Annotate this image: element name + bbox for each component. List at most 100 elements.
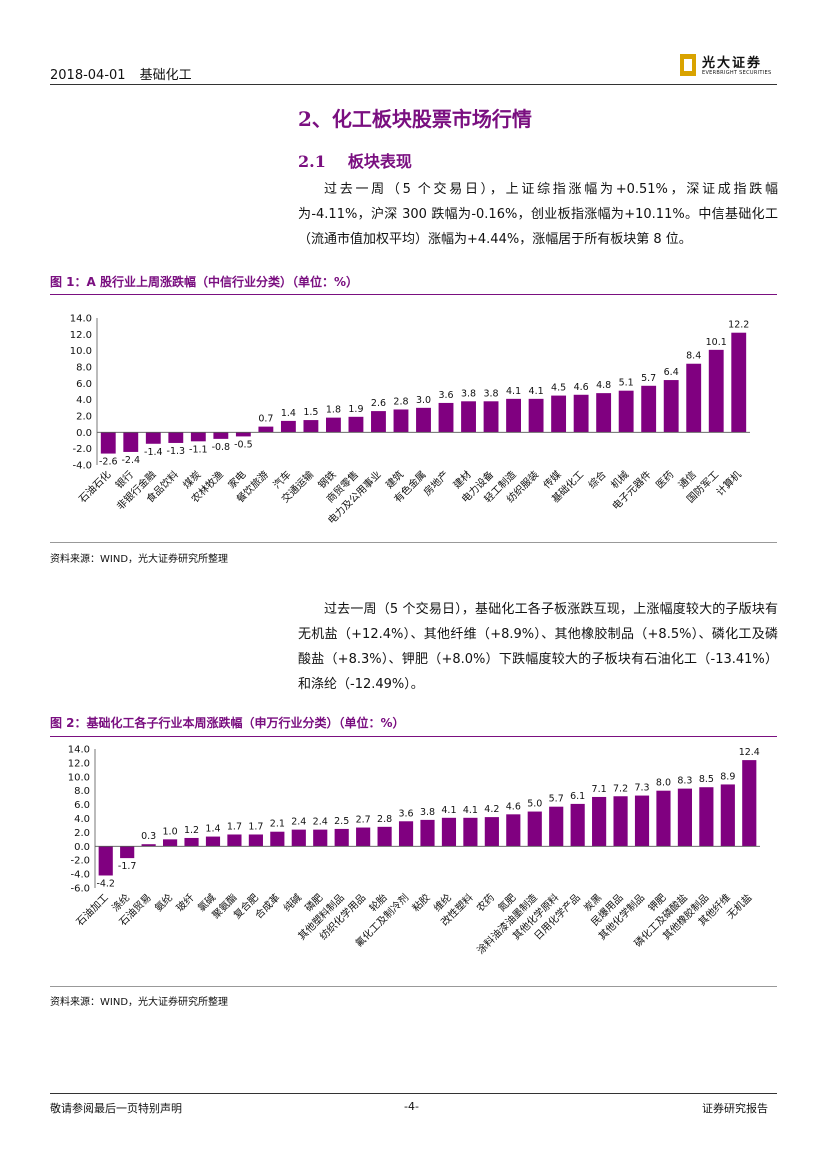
y-tick-label: -4.0	[72, 461, 92, 472]
category-label: 无机盐	[724, 891, 754, 921]
figure-1-title: 图 1：A 股行业上周涨跌幅（中信行业分类）（单位：%）	[50, 275, 359, 289]
data-label: 12.2	[728, 320, 749, 331]
y-tick-label: 0.0	[76, 428, 92, 439]
bar	[371, 411, 386, 433]
bar	[656, 790, 671, 847]
y-tick-label: -2.0	[70, 856, 90, 867]
data-label: 5.1	[619, 378, 634, 389]
bar	[549, 806, 564, 847]
data-label: -2.4	[122, 455, 141, 466]
data-label: 12.4	[739, 747, 760, 758]
y-tick-label: 2.0	[76, 412, 92, 423]
data-label: 4.1	[529, 386, 544, 397]
bar	[227, 834, 242, 847]
data-label: -4.2	[96, 878, 115, 889]
report-date: 2018-04-01	[50, 68, 126, 83]
data-label: 0.3	[141, 831, 156, 842]
bar	[592, 796, 607, 847]
bar	[463, 817, 478, 847]
data-label: 1.5	[303, 407, 318, 418]
logo-mark-icon	[680, 54, 696, 76]
y-tick-label: -6.0	[70, 884, 90, 895]
y-tick-label: 0.0	[74, 842, 90, 853]
bar	[334, 828, 349, 847]
footer-report-type: 证券研究报告	[702, 1102, 768, 1115]
page-number: -4-	[404, 1100, 419, 1113]
bar	[618, 390, 634, 433]
data-label: 1.9	[348, 404, 363, 415]
data-label: 2.7	[356, 815, 371, 826]
bar	[356, 827, 371, 847]
data-label: 8.5	[699, 774, 714, 785]
y-tick-label: -2.0	[72, 444, 92, 455]
bar	[634, 795, 650, 847]
y-tick-label: 10.0	[70, 346, 92, 357]
bar	[613, 796, 628, 847]
y-tick-label: 4.0	[76, 395, 92, 406]
bar	[506, 398, 521, 433]
bar	[708, 349, 724, 433]
data-label: 4.8	[596, 380, 611, 391]
data-label: 1.7	[227, 821, 242, 832]
data-label: 4.2	[484, 804, 499, 815]
data-label: 3.8	[420, 807, 435, 818]
data-label: 6.1	[570, 791, 585, 802]
data-label: 3.8	[483, 388, 498, 399]
y-tick-label: 4.0	[74, 814, 90, 825]
bar	[326, 417, 341, 433]
y-tick-label: 12.0	[70, 330, 92, 341]
subsection-number: 2.1	[298, 152, 326, 171]
bar	[348, 416, 364, 433]
brand-logo: 光大证券 EVERBRIGHT SECURITIES	[680, 52, 780, 80]
figure-2-bottom-rule	[50, 986, 777, 987]
data-label: 4.1	[506, 386, 521, 397]
data-label: 1.8	[326, 405, 341, 416]
data-label: 5.7	[549, 794, 564, 805]
bar	[213, 432, 229, 439]
data-label: 7.2	[613, 783, 628, 794]
category-label: 综合	[585, 468, 608, 491]
bar	[235, 432, 251, 437]
data-label: 4.1	[463, 805, 478, 816]
data-label: -1.4	[144, 447, 163, 458]
bar	[677, 788, 692, 847]
data-label: 6.4	[664, 367, 679, 378]
category-label: 氨纶	[152, 891, 175, 914]
bar	[699, 787, 714, 847]
data-label: 4.1	[441, 805, 456, 816]
bar	[570, 803, 585, 847]
data-label: -1.7	[118, 861, 137, 872]
data-label: 8.3	[677, 776, 692, 787]
bar	[596, 393, 612, 433]
bar	[528, 398, 544, 433]
data-label: 8.4	[686, 351, 701, 362]
bar	[438, 402, 454, 433]
bar	[248, 834, 263, 847]
y-tick-label: 14.0	[68, 745, 90, 756]
bar	[484, 817, 499, 847]
bar	[270, 831, 285, 847]
bar	[551, 395, 567, 433]
data-label: 4.5	[551, 383, 566, 394]
y-tick-label: 8.0	[74, 786, 90, 797]
chart-industry-returns: -4.0 -2.0 0.0 2.0 4.0 6.0 8.0 10.0 12.0 14.0 -2.6石…	[70, 314, 750, 527]
data-label: 2.8	[393, 396, 408, 407]
bar	[123, 432, 139, 452]
bar	[573, 394, 589, 433]
bar	[420, 819, 435, 847]
bar	[190, 432, 206, 442]
y-tick-label: 12.0	[68, 758, 90, 769]
data-label: 0.7	[258, 414, 273, 425]
data-label: 7.3	[634, 783, 649, 794]
bar	[145, 432, 161, 444]
data-label: 8.0	[656, 778, 671, 789]
category-label: 计算机	[713, 468, 743, 498]
subsection-title: 2.1 板块表现	[298, 148, 412, 172]
report-sector: 基础化工	[139, 68, 192, 83]
paragraph-subsector-summary: 过去一周（5 个交易日），基础化工各子板涨跌互现，上涨幅度较大的子版块有无机盐（…	[298, 602, 778, 692]
data-label: 8.9	[720, 771, 735, 782]
page-header: 2018-04-01 基础化工	[50, 64, 206, 83]
data-label: -2.6	[99, 457, 118, 468]
data-label: 3.8	[461, 388, 476, 399]
figure-2-title: 图 2：基础化工各子行业本周涨跌幅（申万行业分类）（单位：%）	[50, 716, 405, 730]
